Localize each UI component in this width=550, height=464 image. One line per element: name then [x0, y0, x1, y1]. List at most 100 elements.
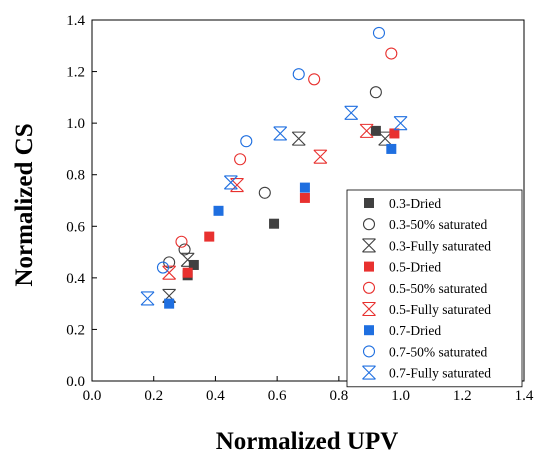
y-tick-label: 0.2: [66, 322, 85, 338]
data-point: [240, 135, 253, 148]
x-axis-title: Normalized UPV: [216, 428, 399, 455]
legend-marker: [362, 301, 376, 317]
data-point: [162, 265, 177, 280]
data-point: [393, 116, 408, 131]
legend-marker: [364, 325, 374, 336]
legend-marker: [362, 281, 376, 294]
legend-label: 0.7-50% saturated: [389, 344, 487, 359]
hourglass-marker-shape: [162, 265, 177, 280]
data-point: [308, 73, 321, 86]
legend-label: 0.3-50% saturated: [389, 217, 487, 232]
hourglass-marker-shape: [362, 238, 376, 253]
legend-item: 0.5-50% saturated: [362, 281, 487, 296]
legend-item: 0.7-50% saturated: [362, 344, 487, 359]
hourglass-marker-shape: [362, 365, 376, 380]
hourglass-marker-shape: [362, 301, 376, 317]
data-point: [386, 143, 397, 154]
legend-item: 0.3-Dried: [364, 196, 441, 211]
x-tick-label: 0.8: [329, 388, 348, 404]
hourglass-marker-shape: [180, 252, 195, 267]
legend-item: 0.5-Fully saturated: [362, 301, 491, 317]
hourglass-marker-shape: [313, 149, 328, 164]
data-point: [175, 235, 188, 248]
legend-item: 0.7-Dried: [364, 323, 441, 338]
data-point: [292, 68, 305, 81]
hourglass-marker-shape: [223, 175, 238, 190]
legend-marker: [362, 345, 376, 358]
data-point: [230, 177, 244, 193]
legend-marker: [364, 261, 374, 272]
legend-label: 0.5-Fully saturated: [389, 302, 491, 317]
y-tick-label: 1.0: [66, 116, 85, 132]
hourglass-marker-shape: [359, 123, 374, 138]
x-tick-label: 1.2: [453, 388, 472, 404]
legend-item: 0.3-50% saturated: [362, 217, 487, 232]
x-tick-label: 0.0: [83, 388, 102, 404]
legend-marker: [364, 198, 374, 208]
data-point: [291, 131, 306, 146]
data-point: [156, 261, 170, 274]
data-point: [204, 231, 215, 242]
legend-item: 0.7-Fully saturated: [362, 365, 491, 381]
hourglass-marker-shape: [393, 116, 408, 131]
data-point: [162, 288, 177, 303]
legend-label: 0.3-Dried: [389, 196, 441, 211]
hourglass-marker-shape: [291, 131, 306, 146]
y-tick-label: 0.0: [66, 374, 85, 390]
data-point: [273, 126, 288, 141]
legend-label: 0.7-Dried: [389, 323, 441, 338]
x-tick-label: 0.4: [206, 388, 225, 404]
data-point: [385, 47, 398, 60]
y-tick-label: 0.8: [66, 168, 85, 184]
legend-item: 0.5-Dried: [364, 260, 441, 275]
data-point: [213, 205, 224, 216]
data-point: [313, 149, 328, 164]
data-point: [372, 26, 386, 39]
data-point: [182, 267, 193, 278]
data-point: [258, 186, 271, 199]
plot-frame: [91, 19, 525, 382]
hourglass-marker-shape: [230, 177, 244, 193]
data-point: [234, 153, 247, 166]
y-tick-label: 0.6: [66, 219, 85, 235]
data-point: [188, 259, 199, 270]
y-tick-label: 1.4: [66, 13, 85, 29]
hourglass-marker-shape: [273, 126, 288, 141]
legend-label: 0.5-50% saturated: [389, 281, 487, 296]
hourglass-marker-shape: [344, 105, 359, 120]
legend-label: 0.7-Fully saturated: [389, 366, 491, 381]
data-point: [178, 243, 191, 256]
x-tick-label: 1.4: [515, 388, 534, 404]
data-point: [164, 298, 175, 309]
legend: 0.3-Dried 0.3-50% saturated 0.3-Fully satu…: [346, 189, 523, 388]
data-point: [344, 105, 359, 120]
x-tick-label: 0.2: [144, 388, 163, 404]
legend-label: 0.5-Dried: [389, 260, 441, 275]
legend-marker: [362, 238, 376, 253]
legend-box: [346, 189, 523, 388]
data-point: [180, 252, 195, 267]
y-axis-title: Normalized CS: [11, 123, 38, 286]
x-tick-label: 1.0: [391, 388, 410, 404]
hourglass-marker-shape: [378, 131, 393, 146]
data-point: [359, 123, 374, 138]
legend-marker: [362, 365, 376, 380]
data-point: [370, 125, 381, 136]
data-point: [223, 175, 238, 190]
plot-area: [140, 26, 408, 309]
hourglass-marker-shape: [162, 288, 177, 303]
y-tick-label: 0.4: [66, 271, 85, 287]
data-point: [140, 291, 155, 306]
axes: 0.0 0.2 0.4 0.6 0.8 1.0 1.2 1.4 0.0 0.2 0.4 0.6 0.8 1…: [66, 13, 534, 404]
data-point: [269, 218, 280, 229]
legend-item: 0.3-Fully saturated: [362, 238, 491, 253]
data-point: [389, 128, 400, 139]
data-point: [378, 131, 393, 146]
data-point: [369, 86, 382, 99]
x-tick-label: 0.6: [268, 388, 287, 404]
hourglass-marker-shape: [140, 291, 155, 306]
data-point: [299, 182, 310, 193]
legend-label: 0.3-Fully saturated: [389, 238, 491, 253]
data-point: [299, 192, 310, 203]
